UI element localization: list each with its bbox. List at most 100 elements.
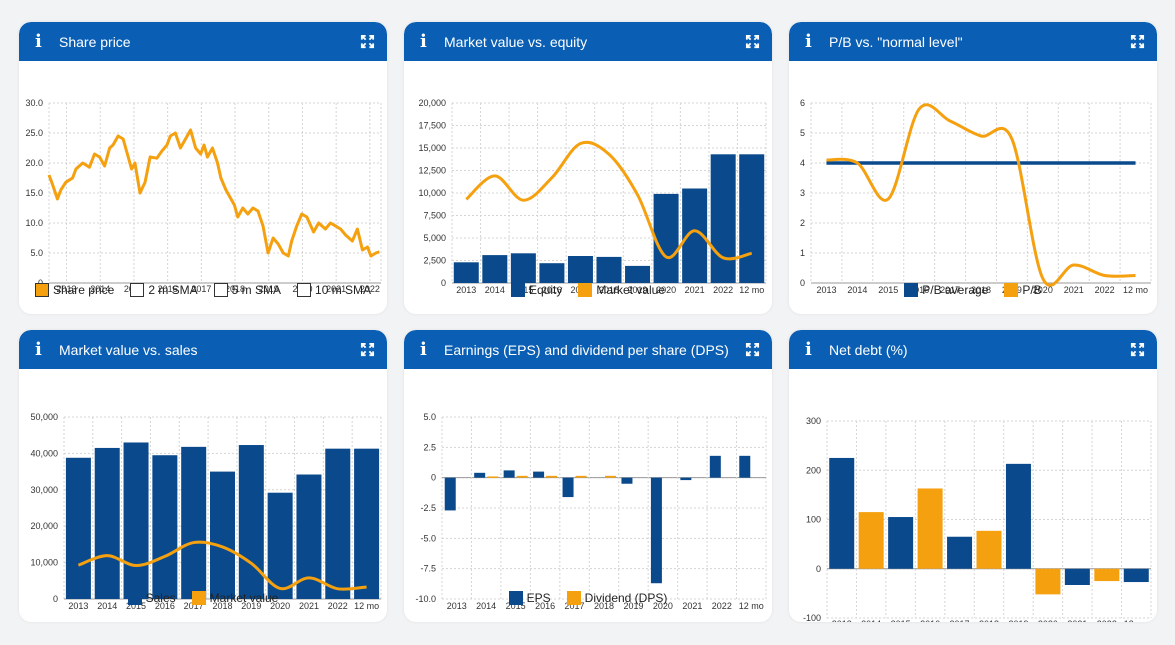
x-tick-label: 2019	[241, 601, 261, 611]
info-icon[interactable]: i	[35, 31, 42, 52]
legend-label: 5 m SMA	[231, 283, 282, 297]
y-tick-label: 10,000	[30, 558, 58, 568]
x-tick-label: 2017	[950, 619, 970, 622]
legend-item[interactable]: 2 m SMA	[130, 283, 198, 297]
info-icon[interactable]: i	[420, 31, 427, 52]
x-tick-label: 2018	[594, 601, 614, 611]
expand-icon[interactable]	[360, 34, 375, 49]
bar-sales	[325, 448, 351, 599]
info-icon[interactable]: i	[35, 339, 42, 360]
expand-icon[interactable]	[1130, 34, 1145, 49]
expand-icon[interactable]	[745, 34, 760, 49]
legend-item[interactable]: Market value	[578, 283, 665, 297]
legend-swatch	[508, 591, 523, 605]
bar-dps	[516, 475, 528, 478]
grid	[48, 102, 382, 284]
bar-dps	[487, 476, 499, 478]
legend-item[interactable]: Sales	[127, 591, 176, 605]
bar-net-debt	[858, 512, 884, 569]
x-tick-label: 2014	[847, 285, 867, 295]
legend-label: Sales	[145, 591, 176, 605]
card-header: i Net debt (%)	[789, 330, 1157, 369]
legend-item[interactable]: EPS	[508, 591, 551, 605]
y-tick-label: -2.5	[420, 503, 436, 513]
net-debt-card: i Net debt (%) -100 0 100 200 300 2013 2014 2015 2…	[789, 330, 1157, 622]
info-icon[interactable]: i	[420, 339, 427, 360]
x-tick-label: 2018	[971, 285, 991, 295]
legend-label: Dividend (DPS)	[584, 591, 668, 605]
x-tick-label: 2018	[225, 284, 245, 294]
card-header: i Market value vs. sales	[19, 330, 387, 369]
bar-sales	[267, 492, 293, 599]
bar-net-debt	[1005, 463, 1031, 569]
x-tick-label: 2020	[1038, 619, 1058, 622]
expand-icon[interactable]	[745, 342, 760, 357]
x-tick-label: 2013	[832, 619, 852, 622]
y-tick-label: 30,000	[30, 485, 58, 495]
bar-dps	[546, 475, 558, 478]
y-tick-label: 0	[53, 594, 58, 604]
x-tick-label: 2015	[506, 601, 526, 611]
y-tick-label: 2,500	[423, 256, 446, 266]
legend-item[interactable]: Dividend (DPS)	[566, 591, 668, 605]
chart-svg: -100 0 100 200 300 2013 2014 2015 2016 2017 2018 20…	[803, 416, 1152, 622]
y-tick-label: -100	[803, 613, 821, 622]
bar-eps	[444, 477, 456, 511]
x-tick-label: 2022	[360, 284, 380, 294]
bar-equity	[710, 154, 736, 283]
grid	[810, 102, 1152, 284]
x-tick-label: 2022	[713, 285, 733, 295]
legend-item[interactable]: 10 m SMA	[297, 283, 371, 297]
y-tick-label: 2	[800, 218, 805, 228]
y-tick-label: 300	[806, 416, 821, 426]
legend-label: Share price	[52, 283, 115, 297]
eps-dps-card: i Earnings (EPS) and dividend per share (…	[404, 330, 772, 622]
legend-item[interactable]: Share price	[34, 283, 115, 297]
y-tick-label: 5.0	[423, 412, 436, 422]
bar-sales	[123, 442, 149, 599]
legend-item[interactable]: 5 m SMA	[213, 283, 282, 297]
card-title: Market value vs. sales	[59, 342, 198, 358]
info-icon[interactable]: i	[805, 339, 812, 360]
x-tick-label: 2021	[1064, 285, 1084, 295]
chart-legend: Sales Market value	[19, 591, 387, 608]
bar-equity	[739, 154, 765, 283]
legend-label: Market value	[596, 283, 666, 297]
bar-sales	[152, 455, 178, 599]
x-tick-label: 2014	[476, 601, 496, 611]
legend-label: 10 m SMA	[315, 283, 372, 297]
bar-equity	[567, 256, 593, 283]
legend-item[interactable]: P/B average	[904, 283, 988, 297]
card-title: Net debt (%)	[829, 342, 908, 358]
legend-item[interactable]: P/B	[1004, 283, 1042, 297]
info-icon[interactable]: i	[805, 31, 812, 52]
bar-equity	[653, 193, 679, 283]
x-tick-label: 2020	[1033, 285, 1053, 295]
legend-label: Equity	[528, 283, 563, 297]
chart-legend: Equity Market value	[404, 283, 772, 300]
expand-icon[interactable]	[1130, 342, 1145, 357]
legend-item[interactable]: Equity	[510, 283, 563, 297]
y-tick-label: 10.0	[25, 218, 43, 228]
x-tick-label: 2018	[212, 601, 232, 611]
y-tick-label: 7,500	[423, 211, 446, 221]
y-tick-label: 20,000	[418, 98, 446, 108]
y-tick-label: 20.0	[25, 158, 43, 168]
bar-sales	[354, 448, 380, 599]
bar-eps	[739, 455, 751, 478]
bar-eps	[474, 472, 486, 478]
x-tick-label: 2018	[599, 285, 619, 295]
x-tick-label: 2019	[1008, 619, 1028, 622]
x-tick-label: 2020	[656, 285, 676, 295]
bar-net-debt	[888, 517, 914, 569]
expand-icon[interactable]	[360, 342, 375, 357]
legend-label: 2 m SMA	[148, 283, 198, 297]
legend-item[interactable]: Market value	[191, 591, 278, 605]
y-tick-label: 15,000	[418, 143, 446, 153]
x-tick-label: 2017	[191, 284, 211, 294]
card-header: i Market value vs. equity	[404, 22, 772, 61]
bar-sales	[181, 446, 207, 599]
x-tick-label: 2013	[68, 601, 88, 611]
legend-swatch	[578, 283, 593, 297]
